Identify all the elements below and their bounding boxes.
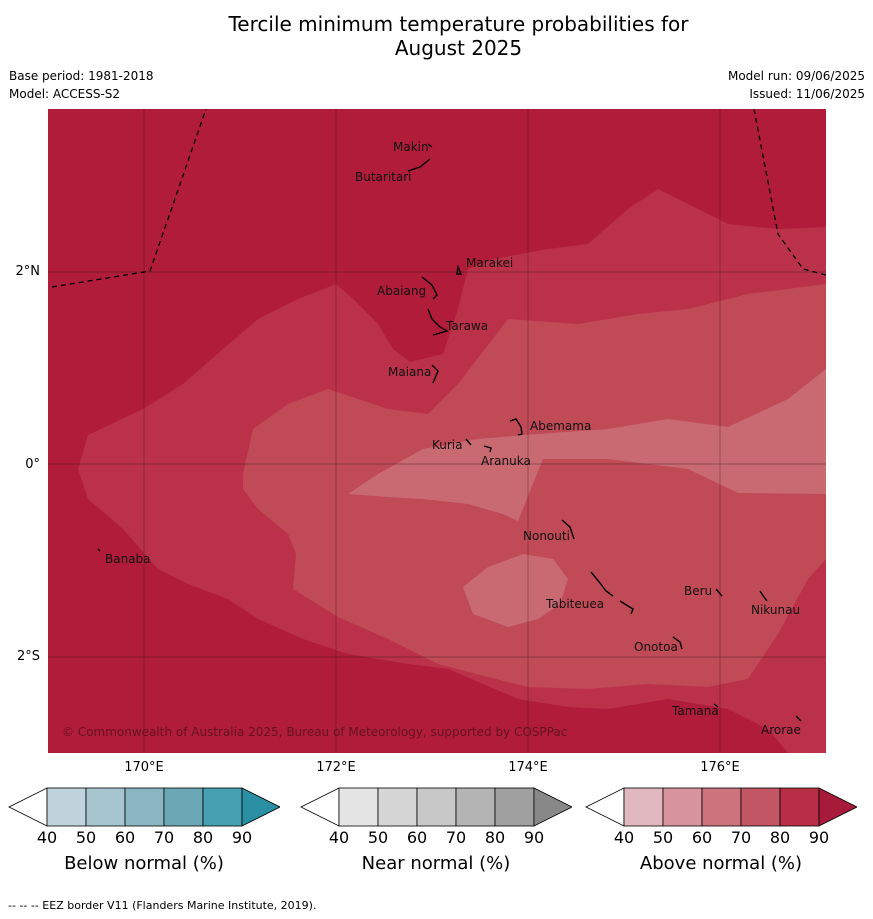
colorbar-tick-label: 40: [328, 828, 350, 847]
colorbar-segment-low: [300, 787, 340, 827]
colorbar-segment: [701, 787, 742, 827]
colorbar-segment-high: [241, 787, 280, 827]
island-label-abaiang: Abaiang: [377, 284, 426, 298]
eez-footnote: -- -- -- EEZ border V11 (Flanders Marine…: [8, 899, 317, 912]
model-run: Model run: 09/06/2025: [727, 69, 865, 83]
colorbar-segment-low: [585, 787, 625, 827]
issued-date: Issued: 11/06/2025: [749, 87, 865, 101]
zone-above-60-b: [463, 554, 568, 627]
colorbar-below-label: Below normal (%): [64, 853, 224, 874]
colorbar-tick-label: 80: [192, 828, 214, 847]
island-label-abemama: Abemama: [530, 419, 591, 433]
island-label-aranuka: Aranuka: [481, 454, 531, 468]
colorbar-segment: [377, 787, 418, 827]
island-label-makin: Makin: [393, 140, 429, 154]
colorbar-tick-label: 90: [808, 828, 830, 847]
colorbar-segment-high: [533, 787, 572, 827]
colorbar-above-ticks: 40 50 60 70 80 90: [585, 828, 857, 850]
lon-label-172: 172°E: [316, 760, 356, 775]
colorbar-segment: [494, 787, 535, 827]
lat-label-2s: 2°S: [16, 649, 40, 664]
graticule: [48, 109, 826, 753]
colorbar-tick-label: 90: [523, 828, 545, 847]
lon-label-170: 170°E: [124, 760, 164, 775]
colorbar-segment-high: [818, 787, 857, 827]
island-label-maiana: Maiana: [388, 365, 431, 379]
colorbar-tick-label: 60: [691, 828, 713, 847]
colorbar-segment: [338, 787, 379, 827]
colorbar-segment: [740, 787, 781, 827]
colorbar-segment: [85, 787, 126, 827]
colorbar-tick-label: 50: [75, 828, 97, 847]
zone-above-70: [243, 284, 826, 689]
meta-left: Base period: 1981-2018 Model: ACCESS-S2: [9, 67, 154, 103]
title-line-1: Tercile minimum temperature probabilitie…: [228, 12, 689, 36]
colorbar-segment: [623, 787, 664, 827]
eez-border: [51, 109, 826, 288]
colorbar-tick-label: 40: [613, 828, 635, 847]
base-period: Base period: 1981-2018: [9, 69, 154, 83]
colorbar-segment: [779, 787, 820, 827]
colorbar-above-label: Above normal (%): [639, 853, 803, 874]
colorbar-tick-label: 40: [36, 828, 58, 847]
copyright-text: © Commonwealth of Australia 2025, Bureau…: [62, 725, 567, 739]
model-name: Model: ACCESS-S2: [9, 87, 121, 101]
colorbar-segment: [124, 787, 165, 827]
colorbar-segment: [455, 787, 496, 827]
colorbar-segment: [416, 787, 457, 827]
map-title: Tercile minimum temperature probabilitie…: [0, 12, 873, 60]
colorbar-tick-label: 70: [153, 828, 175, 847]
colorbar-tick-label: 90: [231, 828, 253, 847]
colorbar-below-ticks: 40 50 60 70 80 90: [8, 828, 280, 850]
island-label-butaritari: Butaritari: [355, 170, 412, 184]
island-label-tamana: Tamana: [671, 704, 719, 718]
island-label-onotoa: Onotoa: [634, 640, 678, 654]
colorbar-above: [585, 787, 857, 827]
colorbar-tick-label: 70: [730, 828, 752, 847]
lat-label-2n: 2°N: [15, 264, 41, 279]
colorbar-tick-label: 80: [769, 828, 791, 847]
colorbar-tick-label: 50: [652, 828, 674, 847]
colorbar-segment: [662, 787, 703, 827]
island-shapes: [97, 143, 802, 722]
island-label-arorae: Arorae: [761, 723, 801, 737]
island-label-marakei: Marakei: [466, 256, 513, 270]
colorbar-tick-label: 50: [367, 828, 389, 847]
zone-above-60-a: [348, 369, 826, 521]
colorbar-tick-label: 80: [484, 828, 506, 847]
lon-label-174: 174°E: [508, 760, 548, 775]
colorbar-below: [8, 787, 280, 827]
lon-label-176: 176°E: [700, 760, 740, 775]
colorbar-tick-label: 60: [406, 828, 428, 847]
island-label-nikunau: Nikunau: [751, 603, 800, 617]
colorbar-segment: [163, 787, 204, 827]
island-label-nonouti: Nonouti: [523, 529, 570, 543]
island-label-kuria: Kuria: [432, 438, 463, 452]
colorbar-tick-label: 70: [445, 828, 467, 847]
lat-label-0: 0°: [25, 457, 40, 472]
island-label-beru: Beru: [684, 584, 712, 598]
probability-map: Makin Butaritari Marakei Abaiang Tarawa …: [48, 109, 826, 753]
meta-right: Model run: 09/06/2025 Issued: 11/06/2025: [728, 67, 865, 103]
colorbar-near-ticks: 40 50 60 70 80 90: [300, 828, 572, 850]
colorbar-segment: [202, 787, 243, 827]
island-label-tabiteuea: Tabiteuea: [545, 597, 604, 611]
island-label-banaba: Banaba: [105, 552, 151, 566]
colorbar-segment: [46, 787, 87, 827]
island-label-tarawa: Tarawa: [445, 319, 488, 333]
colorbar-segment-low: [8, 787, 48, 827]
colorbar-near-label: Near normal (%): [361, 853, 511, 874]
colorbar-near: [300, 787, 572, 827]
title-line-2: August 2025: [394, 36, 523, 60]
colorbar-tick-label: 60: [114, 828, 136, 847]
